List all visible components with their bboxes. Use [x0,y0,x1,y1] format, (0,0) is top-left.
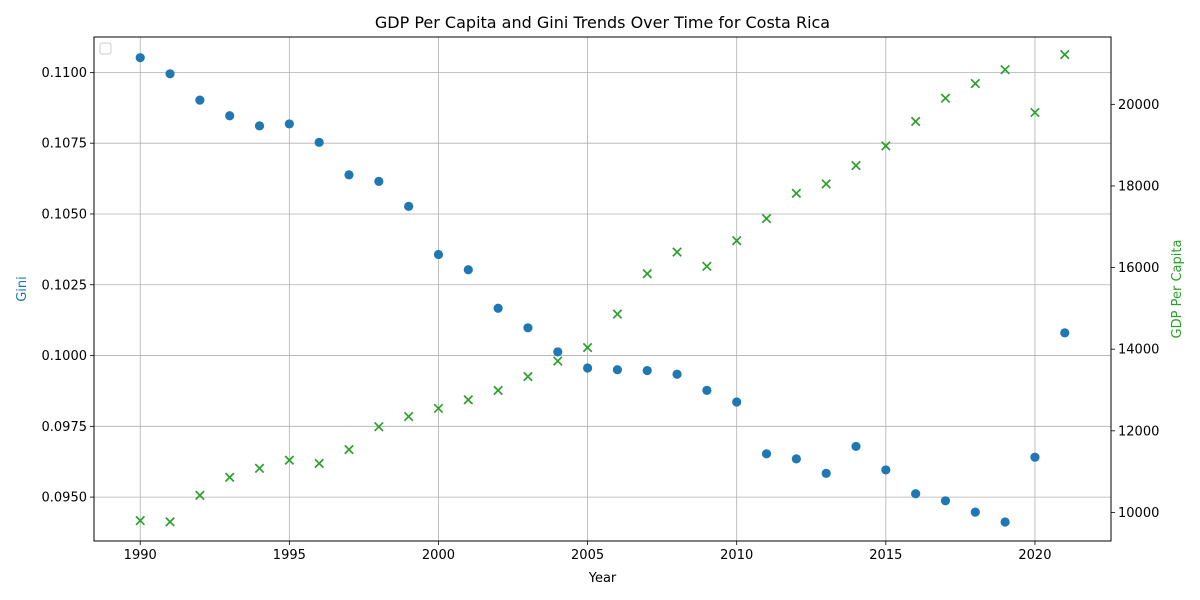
x-tick-label: 2020 [1018,548,1051,563]
gdp-point [135,515,146,526]
x-tick-label: 2015 [869,548,902,563]
gini-point [791,454,801,464]
gini-point [433,249,444,260]
gdp-point [165,517,175,527]
gdp-point [1059,49,1070,60]
gdp-point [374,421,384,432]
gini-point [1000,517,1010,527]
gdp-point [702,261,712,272]
gdp-point [791,188,802,199]
gdp-point [1000,64,1010,75]
gdp-point [761,213,772,224]
gdp-point [552,356,563,366]
gdp-point [403,411,414,422]
left-y-axis-label: Gini [15,276,30,302]
gini-point [284,119,294,129]
gdp-point [940,93,951,104]
gdp-point [433,403,444,414]
left-y-tick-label: 0.1050 [42,207,88,222]
gini-point [881,465,891,475]
left-y-tick-label: 0.1100 [42,66,88,81]
gini-point [1060,328,1070,338]
gini-point [553,347,563,357]
right-y-tick-label: 20000 [1118,98,1159,113]
gini-point [970,507,980,517]
right-y-tick-label: 16000 [1118,261,1159,276]
grid-lines [94,37,1111,541]
gdp-point [910,116,921,127]
gini-point [135,53,145,63]
gdp-point [195,490,205,501]
gini-series [135,53,1070,527]
left-y-tick-label: 0.1000 [42,349,88,364]
gdp-point [314,458,324,469]
right-y-tick-label: 10000 [1118,506,1159,521]
left-y-tick-label: 0.0950 [42,491,88,506]
gini-point [374,176,384,187]
gdp-point [224,472,235,483]
gini-point [404,201,414,211]
gdp-point [493,385,503,396]
gdp-point [612,309,623,319]
x-axis-label: Year [588,571,617,586]
gini-point [940,496,951,506]
gini-point [225,111,235,121]
gdp-point [672,247,682,257]
gdp-point [970,78,981,89]
gini-point [612,365,623,375]
gdp-point [642,268,653,279]
gini-point [1030,452,1040,462]
chart-title: GDP Per Capita and Gini Trends Over Time… [375,13,830,32]
x-tick-label: 1990 [124,548,157,563]
left-y-tick-label: 0.0975 [42,420,88,435]
gdp-series [135,49,1070,527]
gdp-point [731,235,742,246]
gini-point [642,365,652,376]
gdp-point [881,141,891,151]
gdp-point [851,160,861,171]
gdp-point [582,342,593,353]
right-y-axis-label: GDP Per Capita [1170,240,1185,339]
gdp-point [284,455,295,465]
gini-point [493,303,503,313]
left-y-tick-label: 0.1075 [42,137,88,152]
gini-point [702,385,712,395]
x-axis: 1990 1995 2000 2005 2010 2015 2020 [124,541,1051,563]
x-tick-label: 1995 [273,548,306,563]
gini-point [761,449,772,459]
x-tick-label: 2010 [720,548,753,563]
gini-point [165,69,175,79]
gini-point [851,441,861,452]
gdp-point [254,463,265,474]
gini-point [314,137,324,147]
gdp-point [821,179,831,189]
plot-frame [93,36,1112,542]
right-y-axis: 10000 12000 14000 16000 18000 20000 [1111,98,1159,521]
x-tick-label: 2005 [571,548,604,563]
gdp-point [463,394,474,405]
gini-point [344,170,354,180]
gini-point [582,363,593,373]
right-y-tick-label: 18000 [1118,179,1159,194]
gdp-point [344,444,354,455]
gini-point [463,265,473,275]
left-y-tick-label: 0.1025 [42,278,88,293]
legend-box [99,42,112,55]
gini-point [732,397,742,407]
gdp-point [523,371,533,382]
right-y-tick-label: 14000 [1118,343,1159,358]
gini-point [821,468,831,478]
gini-point [195,95,205,105]
gini-point [911,489,921,499]
gini-point [254,121,265,131]
gini-point [672,369,682,379]
gdp-point [1030,107,1040,118]
x-tick-label: 2000 [422,548,455,563]
right-y-tick-label: 12000 [1118,424,1159,439]
left-y-axis: 0.0950 0.0975 0.1000 0.1025 0.1050 0.1075 0.11… [42,66,94,506]
gini-point [523,323,533,333]
